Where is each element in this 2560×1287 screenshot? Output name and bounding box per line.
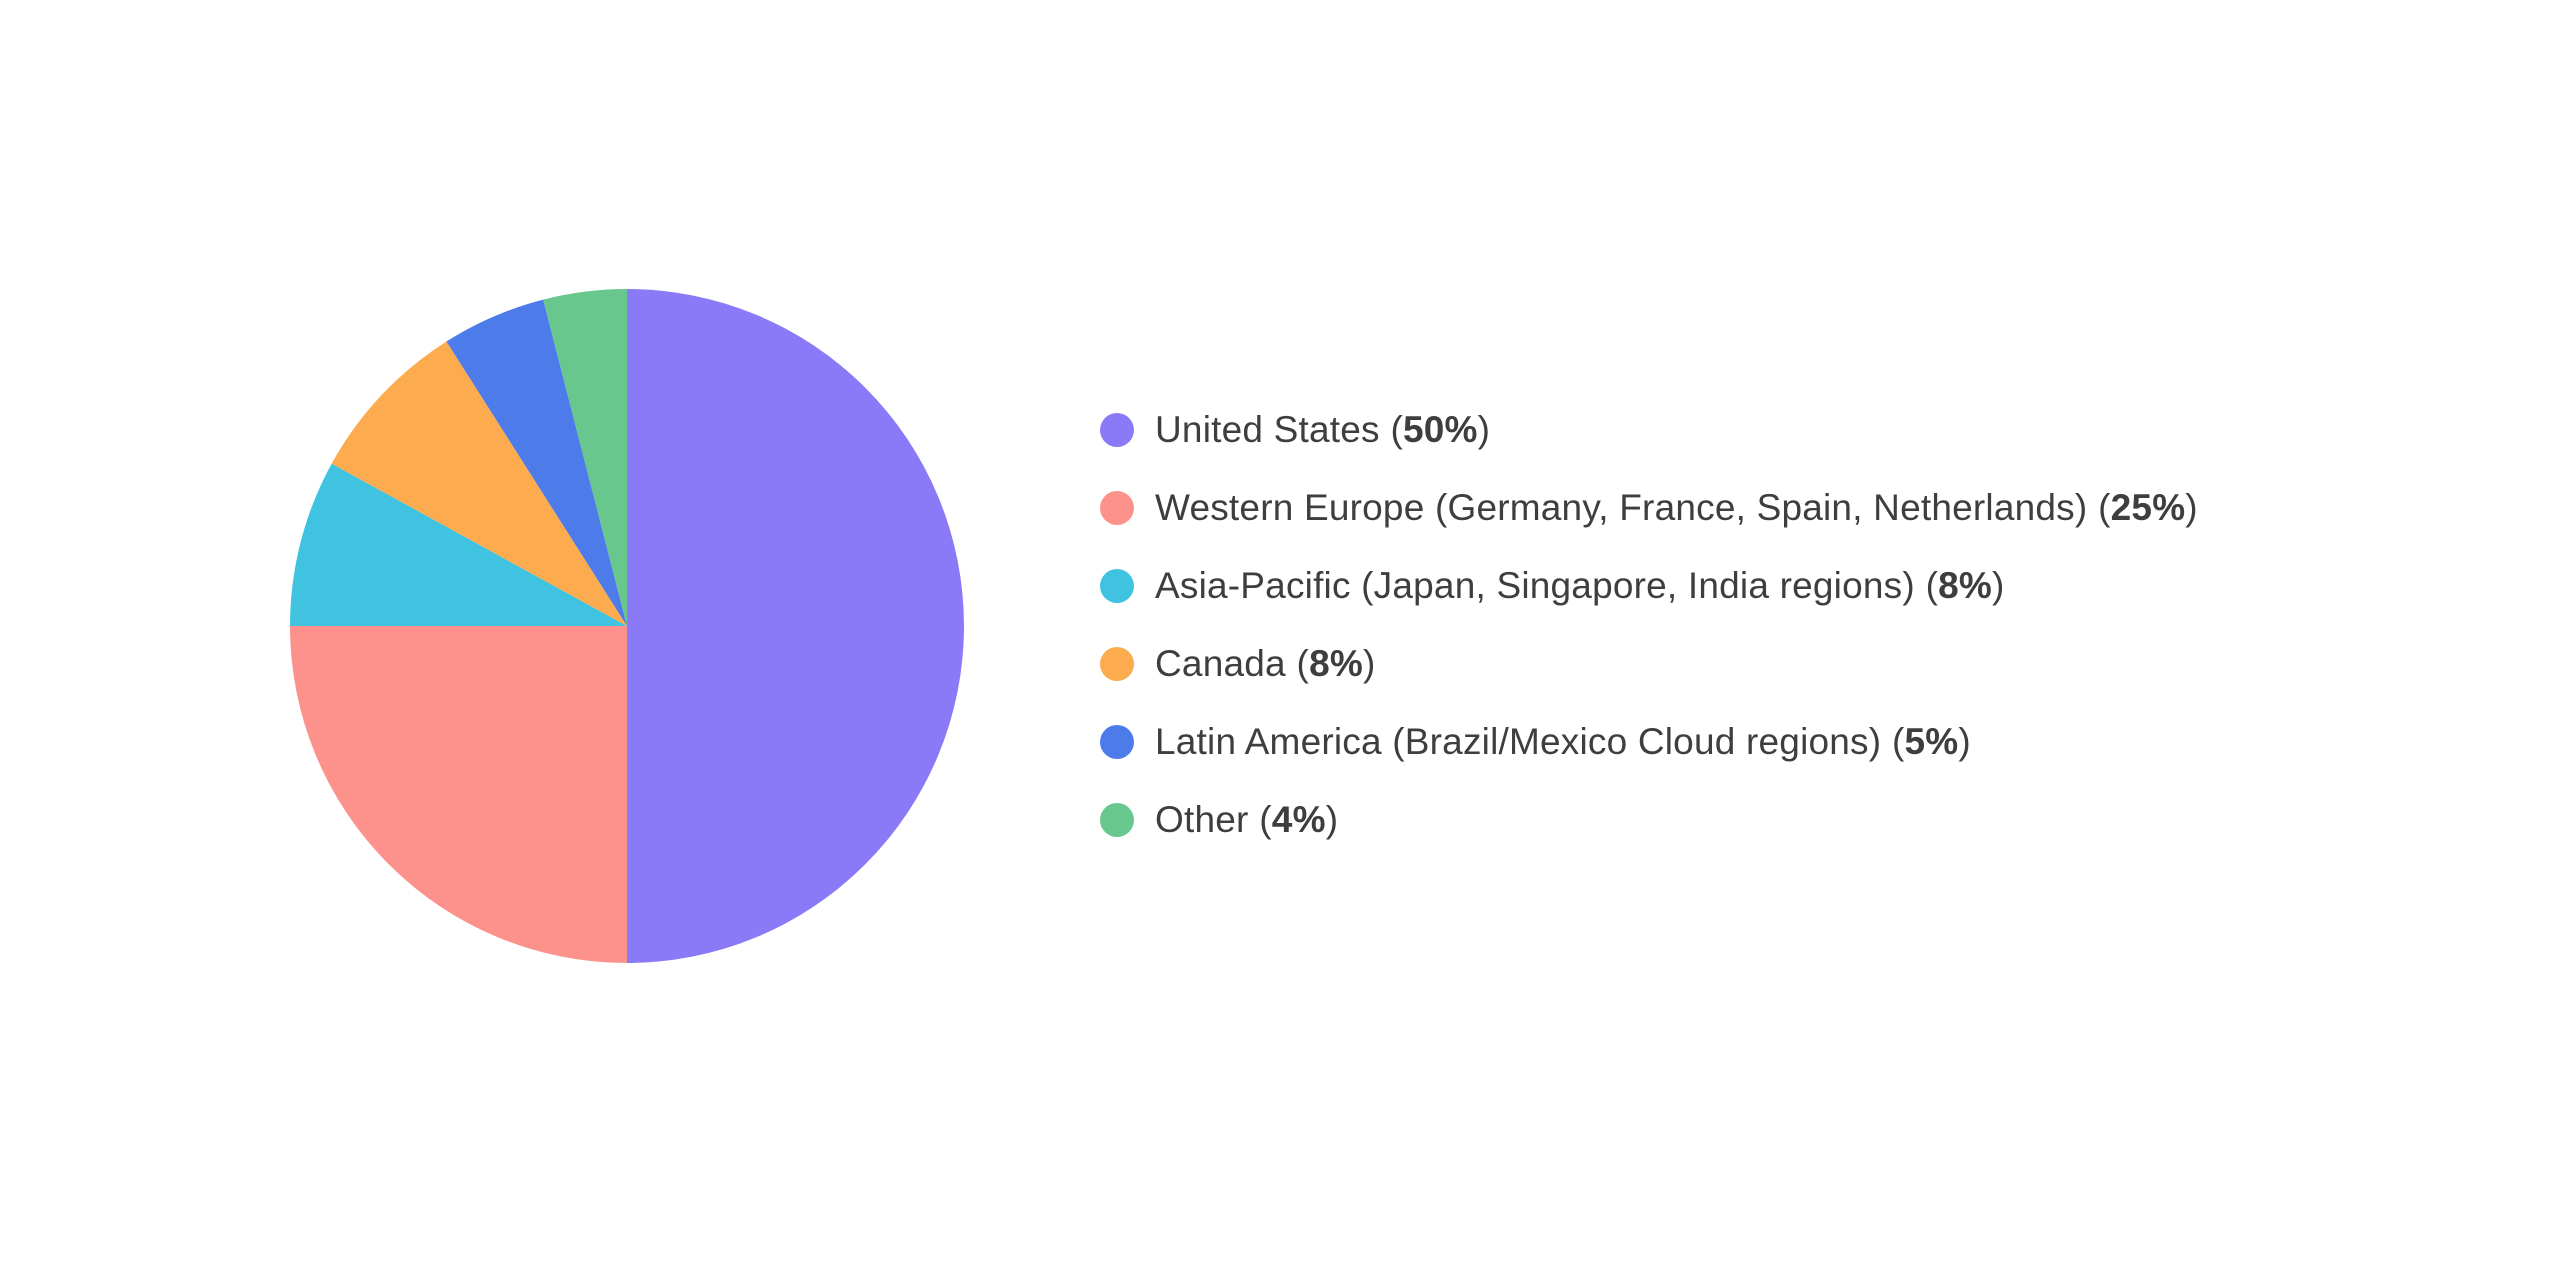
legend-label: United States (50%) (1155, 407, 1490, 452)
legend-color-dot (1100, 490, 1134, 525)
legend-pct: 4% (1271, 799, 1326, 840)
open-paren: ( (1925, 565, 1939, 606)
legend-item-western-europe[interactable]: Western Europe (Germany, France, Spain, … (1100, 485, 2198, 530)
legend-name: Other (1155, 799, 1249, 840)
legend-name: Latin America (Brazil/Mexico Cloud regio… (1155, 721, 1882, 762)
legend-label: Latin America (Brazil/Mexico Cloud regio… (1155, 719, 1971, 764)
open-paren: ( (1259, 799, 1272, 840)
legend-label: Canada (8%) (1155, 641, 1375, 686)
pie-slice-6[interactable] (543, 289, 627, 626)
close-paren: ) (1325, 799, 1339, 840)
close-paren: ) (1362, 643, 1376, 684)
legend-pct: 50% (1402, 409, 1478, 450)
legend-item-canada[interactable]: Canada (8%) (1100, 641, 2198, 686)
legend-item-united-states[interactable]: United States (50%) (1100, 407, 2198, 452)
legend-label: Asia-Pacific (Japan, Singapore, India re… (1155, 563, 2005, 608)
legend-pct: 8% (1938, 565, 1993, 606)
legend-pct: 8% (1309, 643, 1363, 684)
legend-pct: 5% (1904, 721, 1959, 762)
legend-label: Other (4%) (1155, 797, 1338, 842)
pie-chart-svg[interactable] (290, 289, 964, 963)
legend-item-asia-pacific[interactable]: Asia-Pacific (Japan, Singapore, India re… (1100, 563, 2198, 608)
chart-legend: United States (50%) Western Europe (Germa… (1100, 407, 2198, 842)
legend-pct: 25% (2110, 487, 2186, 528)
legend-name: Western Europe (Germany, France, Spain, … (1155, 487, 2088, 528)
close-paren: ) (1477, 409, 1491, 450)
pie-chart[interactable] (290, 289, 964, 963)
pie-slice-2[interactable] (290, 626, 627, 963)
legend-label: Western Europe (Germany, France, Spain, … (1155, 485, 2198, 530)
legend-color-dot (1100, 802, 1134, 837)
legend-name: Canada (1155, 643, 1286, 684)
pie-slice-1[interactable] (627, 289, 964, 963)
legend-color-dot (1100, 568, 1134, 603)
legend-color-dot (1100, 646, 1134, 681)
legend-color-dot (1100, 724, 1134, 759)
open-paren: ( (1390, 409, 1403, 450)
close-paren: ) (1958, 721, 1971, 762)
close-paren: ) (2185, 487, 2198, 528)
pie-slice-5[interactable] (446, 299, 627, 626)
pie-slice-3[interactable] (290, 463, 627, 626)
legend-name: Asia-Pacific (Japan, Singapore, India re… (1155, 565, 1915, 606)
legend-item-other[interactable]: Other (4%) (1100, 797, 2198, 842)
legend-item-latin-america[interactable]: Latin America (Brazil/Mexico Cloud regio… (1100, 719, 2198, 764)
legend-color-dot (1100, 412, 1134, 447)
legend-name: United States (1155, 409, 1380, 450)
open-paren: ( (1296, 643, 1310, 684)
pie-slice-4[interactable] (331, 341, 627, 626)
open-paren: ( (1892, 721, 1905, 762)
close-paren: ) (1992, 565, 2005, 606)
open-paren: ( (2098, 487, 2111, 528)
